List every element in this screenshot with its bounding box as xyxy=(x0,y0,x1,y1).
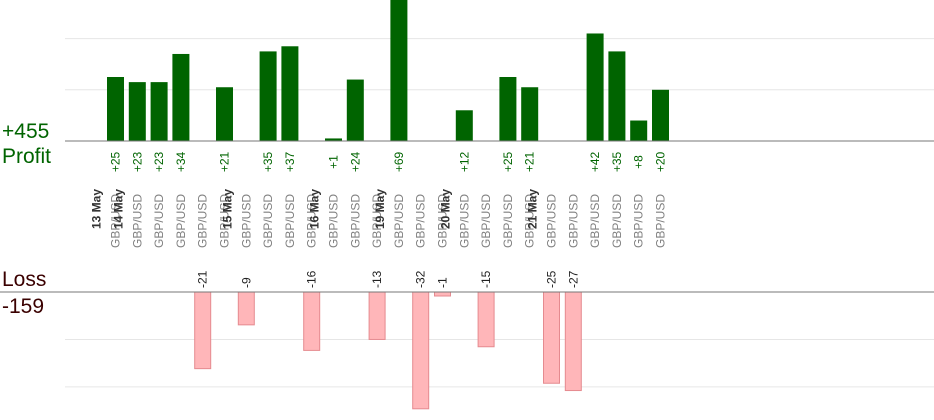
profit-value-label: +24 xyxy=(348,151,362,172)
pair-label: GBP/USD xyxy=(654,194,668,248)
pair-label: GBP/USD xyxy=(457,194,471,248)
pair-label: GBP/USD xyxy=(610,194,624,248)
profit-bar xyxy=(499,77,517,141)
pair-label: GBP/USD xyxy=(109,194,123,248)
date-label: 14 May xyxy=(112,189,126,229)
loss-total: -159 xyxy=(2,295,45,318)
pair-label: GBP/USD xyxy=(370,194,384,248)
loss-value-label: -21 xyxy=(196,270,210,288)
profit-value-label: +42 xyxy=(588,151,602,172)
loss-label: Loss xyxy=(2,268,47,291)
profit-bar xyxy=(325,138,342,141)
profit-value-label: +21 xyxy=(218,151,232,172)
pair-label: GBP/USD xyxy=(218,194,232,248)
loss-value-label: -27 xyxy=(566,270,580,288)
pair-label: GBP/USD xyxy=(632,194,646,248)
loss-value-label: -15 xyxy=(479,270,493,288)
pair-label: GBP/USD xyxy=(327,194,341,248)
pair-label: GBP/USD xyxy=(130,194,144,248)
loss-bar xyxy=(543,291,560,384)
loss-bar xyxy=(368,291,386,340)
pair-label: GBP/USD xyxy=(196,194,210,248)
profit-value-label: +23 xyxy=(152,151,166,172)
profit-bar xyxy=(652,89,669,141)
profit-bar xyxy=(630,120,648,141)
profit-bar xyxy=(216,87,233,141)
profit-bar xyxy=(521,87,539,141)
profit-value-label: +34 xyxy=(174,151,188,172)
profit-value-label: +25 xyxy=(501,151,515,172)
profit-value-label: +21 xyxy=(523,151,537,172)
pair-label: GBP/USD xyxy=(588,194,602,248)
loss-value-label: -1 xyxy=(436,277,450,288)
pair-label: GBP/USD xyxy=(566,194,580,248)
loss-bar xyxy=(564,291,582,392)
profit-bar xyxy=(150,82,168,141)
profit-value-label: +12 xyxy=(457,151,471,172)
pair-label: GBP/USD xyxy=(174,194,188,248)
profit-total: +455 xyxy=(2,120,50,143)
loss-bar xyxy=(194,291,212,370)
profit-bar xyxy=(259,51,277,141)
profit-bar xyxy=(346,79,364,141)
pair-label: GBP/USD xyxy=(392,194,406,248)
pair-label: GBP/USD xyxy=(348,194,362,248)
pair-label: GBP/USD xyxy=(501,194,515,248)
loss-bar xyxy=(434,291,451,297)
profit-value-label: +23 xyxy=(130,151,144,172)
date-label: 20 May xyxy=(439,189,453,229)
profit-value-label: +69 xyxy=(392,151,406,172)
profit-label: Profit xyxy=(2,145,52,168)
loss-value-label: -9 xyxy=(239,277,253,288)
date-label: 13 May xyxy=(90,189,104,229)
profit-bars xyxy=(107,0,669,142)
pair-label: GBP/USD xyxy=(305,194,319,248)
loss-bar xyxy=(237,291,255,326)
pair-label: GBP/USD xyxy=(283,194,297,248)
profit-bar xyxy=(586,33,604,142)
date-label: 21 May xyxy=(526,189,540,229)
pair-label: GBP/USD xyxy=(545,194,559,248)
loss-bar xyxy=(477,291,495,348)
profit-value-label: +25 xyxy=(109,151,123,172)
date-label: 19 May xyxy=(373,189,387,229)
pair-label: GBP/USD xyxy=(152,194,166,248)
loss-value-label: -25 xyxy=(545,270,559,288)
profit-value-label: +8 xyxy=(632,155,646,169)
loss-value-label: -13 xyxy=(370,270,384,288)
loss-bar xyxy=(303,291,321,351)
profit-bar xyxy=(455,110,473,141)
pair-label: GBP/USD xyxy=(261,194,275,248)
date-label: 15 May xyxy=(221,189,235,229)
date-label: 16 May xyxy=(308,189,322,229)
pair-label: GBP/USD xyxy=(523,194,537,248)
pair-label: GBP/USD xyxy=(479,194,493,248)
pair-label: GBP/USD xyxy=(239,194,253,248)
profit-bar xyxy=(390,0,408,141)
profit-value-label: +35 xyxy=(261,151,275,172)
profit-bar xyxy=(608,51,626,141)
loss-bar xyxy=(412,291,430,410)
loss-bars xyxy=(194,291,582,410)
pair-label: GBP/USD xyxy=(414,194,428,248)
profit-value-label: +37 xyxy=(283,151,297,172)
axes xyxy=(0,140,934,293)
profit-value-label: +1 xyxy=(327,155,341,169)
profit-value-label: +35 xyxy=(610,151,624,172)
pair-label: GBP/USD xyxy=(436,194,450,248)
profit-bar xyxy=(128,82,146,141)
profit-bar xyxy=(172,53,190,141)
loss-value-label: -32 xyxy=(414,270,428,288)
profit-bar xyxy=(281,46,299,141)
loss-value-label: -16 xyxy=(305,270,319,288)
profit-bar xyxy=(107,77,124,141)
profit-value-label: +20 xyxy=(654,151,668,172)
